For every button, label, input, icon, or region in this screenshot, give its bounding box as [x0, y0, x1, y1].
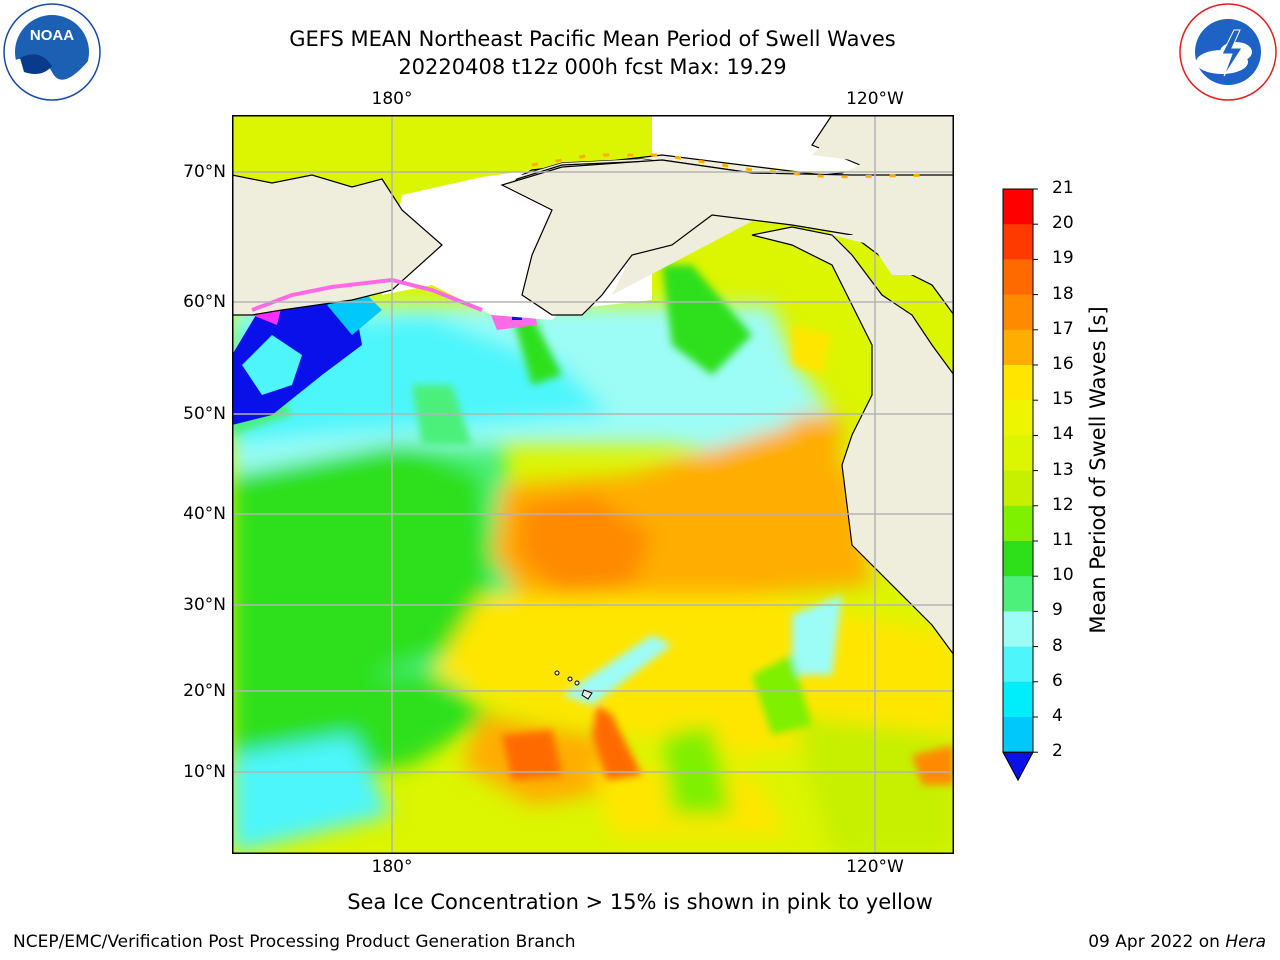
graticule: [232, 115, 954, 854]
lat-label-30n: 30°N: [183, 595, 226, 615]
colorbar-swatch: [1003, 294, 1033, 331]
colorbar-swatch: [1003, 541, 1033, 577]
lat-label-70n: 70°N: [183, 162, 226, 182]
colorbar-tick-label: 21: [1052, 178, 1074, 198]
colorbar-tick-label: 18: [1052, 283, 1074, 304]
colorbar-label: Mean Period of Swell Waves [s]: [1086, 306, 1110, 634]
noaa-logo: NOAA: [2, 2, 102, 102]
title-line-2: 20220408 t12z 000h fcst Max: 19.29: [398, 55, 787, 79]
lat-label-20n: 20°N: [183, 681, 226, 701]
colorbar-swatch: [1003, 646, 1033, 683]
sea-ice-note: Sea Ice Concentration > 15% is shown in …: [347, 890, 933, 914]
colorbar-tick-label: 11: [1052, 530, 1074, 550]
colorbar-tick-label: 2: [1052, 741, 1063, 762]
colorbar-swatch: [1003, 329, 1033, 366]
colorbar-tick-label: 12: [1052, 494, 1074, 515]
credit-right: 09 Apr 2022 on Hera: [1088, 932, 1266, 952]
map-border: [232, 115, 954, 854]
colorbar-tick-label: 16: [1052, 354, 1074, 374]
colorbar-swatch: [1003, 259, 1033, 296]
map-panel: [232, 115, 954, 854]
lon-label-top-120w: 120°W: [846, 89, 904, 109]
lat-label-40n: 40°N: [183, 504, 226, 524]
colorbar-swatch: [1003, 470, 1033, 507]
colorbar-tick-label: 17: [1052, 318, 1074, 339]
colorbar-swatch: [1003, 576, 1033, 612]
colorbar-swatch: [1003, 224, 1033, 260]
credit-host: Hera: [1225, 932, 1266, 952]
colorbar-tick-label: 19: [1052, 248, 1074, 269]
noaa-logo-text: NOAA: [30, 27, 74, 44]
colorbar-tick-label: 8: [1052, 635, 1063, 656]
colorbar-tick-label: 6: [1052, 670, 1063, 691]
map-canvas: [232, 115, 954, 854]
lat-label-10n: 10°N: [183, 762, 226, 782]
colorbar-swatch: [1003, 681, 1033, 718]
credit-date: 09 Apr 2022 on: [1088, 932, 1226, 952]
colorbar-extend-triangle: [1002, 751, 1034, 782]
colorbar-swatch: [1003, 505, 1033, 542]
colorbar: [1000, 186, 1040, 786]
colorbar-tick-label: 20: [1052, 213, 1074, 234]
colorbar-tick-label: 14: [1052, 424, 1074, 445]
hawaii-islands: [554, 670, 593, 700]
colorbar-swatch: [1003, 365, 1033, 401]
lon-label-top-180: 180°: [371, 89, 413, 109]
title-line-1: GEFS MEAN Northeast Pacific Mean Period …: [289, 27, 896, 51]
credit-left: NCEP/EMC/Verification Post Processing Pr…: [13, 932, 576, 952]
nws-logo: [1178, 2, 1278, 102]
lat-label-50n: 50°N: [183, 404, 226, 424]
colorbar-swatch: [1003, 717, 1033, 753]
colorbar-tick-label: 15: [1052, 389, 1074, 410]
colorbar-swatch: [1003, 400, 1033, 436]
colorbar-tick-label: 4: [1052, 706, 1063, 726]
colorbar-tick-label: 10: [1052, 565, 1074, 586]
lat-label-60n: 60°N: [183, 292, 226, 312]
colorbar-swatch: [1003, 611, 1033, 648]
land-north-america: [751, 226, 954, 657]
colorbar-swatch: [1003, 189, 1033, 225]
lon-label-bottom-120w: 120°W: [846, 857, 904, 877]
lon-label-bottom-180: 180°: [371, 857, 413, 877]
colorbar-swatch: [1003, 435, 1033, 472]
colorbar-tick-label: 13: [1052, 459, 1074, 480]
colorbar-tick-label: 9: [1052, 600, 1063, 621]
